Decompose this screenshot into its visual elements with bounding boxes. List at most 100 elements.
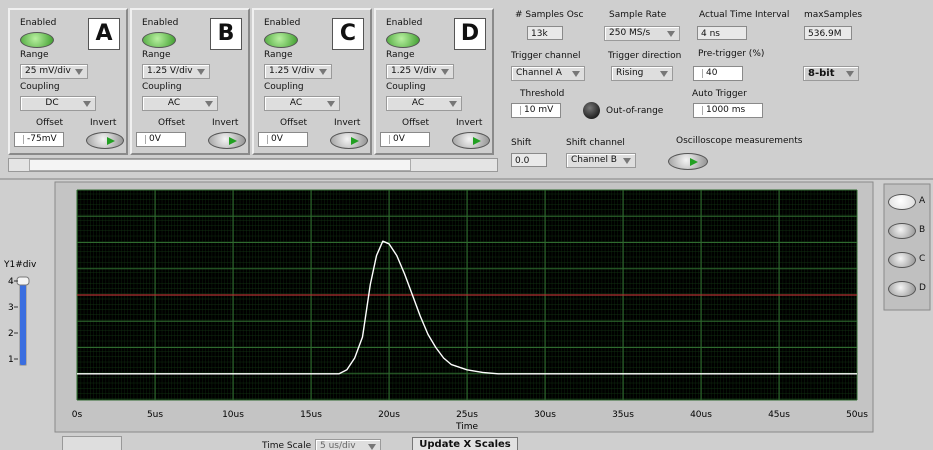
threshold[interactable]: 10 mV xyxy=(511,103,561,118)
enabled-label: Enabled xyxy=(20,18,57,28)
range-dropdown[interactable]: 1.25 V/div xyxy=(142,64,210,79)
shift-label: Shift xyxy=(511,138,532,148)
channel-select-label: B xyxy=(919,225,926,235)
channel-select-button[interactable] xyxy=(888,281,916,297)
invert-button[interactable] xyxy=(330,132,368,149)
x-tick-label: 5us xyxy=(147,410,163,420)
pretrigger[interactable]: 40 xyxy=(693,66,743,81)
samples-label: # Samples Osc xyxy=(515,10,584,20)
coupling-dropdown[interactable]: DC xyxy=(20,96,96,111)
x-tick-label: 50us xyxy=(846,410,868,420)
sample-rate-label: Sample Rate xyxy=(609,10,667,20)
channel-letter: C xyxy=(332,18,364,50)
channel-select-label: C xyxy=(919,254,926,264)
range-dropdown[interactable]: 25 mV/div xyxy=(20,64,88,79)
channel-letter: D xyxy=(454,18,486,50)
channel-panel: Enabled B Range 1.25 V/div Coupling AC Offset I… xyxy=(130,8,250,155)
invert-button[interactable] xyxy=(452,132,490,149)
x-tick-label: 15us xyxy=(300,410,322,420)
shift-channel-label: Shift channel xyxy=(566,138,625,148)
x-tick-label: 25us xyxy=(456,410,478,420)
slider-tick-label: 1 xyxy=(8,355,14,365)
invert-label: Invert xyxy=(90,118,117,128)
range-dropdown[interactable]: 1.25 V/div xyxy=(264,64,332,79)
coupling-dropdown[interactable]: AC xyxy=(142,96,218,111)
offset-input[interactable]: -75mV xyxy=(14,132,64,147)
enabled-label: Enabled xyxy=(264,18,301,28)
channel-select-label: D xyxy=(919,283,926,293)
offset-label: Offset xyxy=(158,118,186,128)
enabled-toggle[interactable] xyxy=(20,32,54,48)
slider-tick-label: 2 xyxy=(8,329,14,339)
enabled-toggle[interactable] xyxy=(142,32,176,48)
slider-thumb xyxy=(16,276,30,286)
range-label: Range xyxy=(20,50,49,60)
slider-label: Y1#div xyxy=(3,260,37,270)
sample-rate[interactable]: 250 MS/s xyxy=(604,26,680,41)
x-tick-label: 30us xyxy=(534,410,556,420)
enabled-toggle[interactable] xyxy=(264,32,298,48)
coupling-label: Coupling xyxy=(386,82,426,92)
time-scale-label: Time Scale xyxy=(262,441,312,450)
pretrigger-label: Pre-trigger (%) xyxy=(698,49,765,59)
auto-trigger-label: Auto Trigger xyxy=(692,89,747,99)
threshold-label: Threshold xyxy=(520,89,565,99)
x-tick-label: 20us xyxy=(378,410,400,420)
x-tick-label: 35us xyxy=(612,410,634,420)
auto-trigger[interactable]: 1000 ms xyxy=(693,103,763,118)
channel-select-button[interactable] xyxy=(888,252,916,268)
slider-fill xyxy=(20,281,26,365)
enabled-toggle[interactable] xyxy=(386,32,420,48)
invert-label: Invert xyxy=(212,118,239,128)
invert-button[interactable] xyxy=(208,132,246,149)
shift-channel[interactable]: Channel B xyxy=(566,153,636,168)
scrollbar-thumb[interactable] xyxy=(29,159,411,171)
x-tick-label: 0s xyxy=(72,410,83,420)
separator xyxy=(0,178,933,180)
offset-label: Offset xyxy=(36,118,64,128)
trigger-direction[interactable]: Rising xyxy=(611,66,673,81)
channel-panel: Enabled D Range 1.25 V/div Coupling AC Offset I… xyxy=(374,8,494,155)
channel-letter: B xyxy=(210,18,242,50)
time-scale-dropdown[interactable]: 5 us/div xyxy=(315,439,381,450)
trigger-direction-label: Trigger direction xyxy=(608,51,682,61)
channel-panel: Enabled A Range 25 mV/div Coupling DC Offset In… xyxy=(8,8,128,155)
trigger-channel-label: Trigger channel xyxy=(511,51,581,61)
range-label: Range xyxy=(264,50,293,60)
x-tick-label: 40us xyxy=(690,410,712,420)
offset-input[interactable]: 0V xyxy=(136,132,186,147)
channel-select-button[interactable] xyxy=(888,223,916,239)
coupling-dropdown[interactable]: AC xyxy=(264,96,340,111)
range-dropdown[interactable]: 1.25 V/div xyxy=(386,64,454,79)
x-tick-label: 10us xyxy=(222,410,244,420)
channel-select-button[interactable] xyxy=(888,194,916,210)
scrollbar[interactable] xyxy=(8,158,498,172)
resolution[interactable]: 8-bit xyxy=(803,66,859,81)
invert-button[interactable] xyxy=(86,132,124,149)
slider-tick-label: 4 xyxy=(8,277,14,287)
x-axis-label: Time xyxy=(455,422,478,432)
invert-label: Invert xyxy=(456,118,483,128)
coupling-dropdown[interactable]: AC xyxy=(386,96,462,111)
x-tick-label: 45us xyxy=(768,410,790,420)
graph-tools[interactable] xyxy=(62,436,122,450)
update-x-scales-button[interactable]: Update X Scales xyxy=(412,437,518,450)
range-label: Range xyxy=(142,50,171,60)
trigger-channel[interactable]: Channel A xyxy=(511,66,585,81)
measurements-button[interactable] xyxy=(668,153,708,170)
out-of-range-label: Out-of-range xyxy=(606,106,664,116)
offset-label: Offset xyxy=(402,118,430,128)
offset-label: Offset xyxy=(280,118,308,128)
samples: 13k xyxy=(527,26,563,40)
offset-input[interactable]: 0V xyxy=(380,132,430,147)
channel-panel: Enabled C Range 1.25 V/div Coupling AC Offset I… xyxy=(252,8,372,155)
channel-select-label: A xyxy=(919,196,926,206)
measurements-label: Oscilloscope measurements xyxy=(676,136,803,146)
offset-input[interactable]: 0V xyxy=(258,132,308,147)
interval-label: Actual Time Interval xyxy=(699,10,790,20)
coupling-label: Coupling xyxy=(142,82,182,92)
interval: 4 ns xyxy=(697,26,747,40)
out-of-range-led xyxy=(583,102,600,119)
